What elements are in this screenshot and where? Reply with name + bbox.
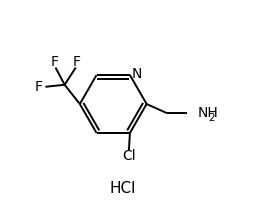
Text: Cl: Cl [122, 149, 136, 163]
Text: F: F [73, 55, 81, 69]
Text: N: N [131, 67, 142, 81]
Text: F: F [35, 80, 43, 94]
Text: F: F [51, 55, 58, 69]
Text: NH: NH [197, 106, 218, 120]
Text: 2: 2 [209, 113, 215, 123]
Text: HCl: HCl [109, 181, 135, 196]
